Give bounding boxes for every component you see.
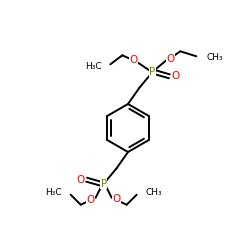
Text: CH₃: CH₃	[206, 53, 223, 62]
Text: O: O	[171, 71, 179, 81]
Text: H₃C: H₃C	[85, 62, 101, 71]
Text: P: P	[149, 67, 156, 77]
Text: O: O	[86, 195, 95, 205]
Text: P: P	[100, 179, 107, 189]
Text: H₃C: H₃C	[45, 188, 62, 197]
Text: O: O	[129, 55, 138, 65]
Text: CH₃: CH₃	[146, 188, 162, 197]
Text: O: O	[166, 54, 174, 64]
Text: O: O	[112, 194, 121, 204]
Text: O: O	[76, 175, 85, 185]
